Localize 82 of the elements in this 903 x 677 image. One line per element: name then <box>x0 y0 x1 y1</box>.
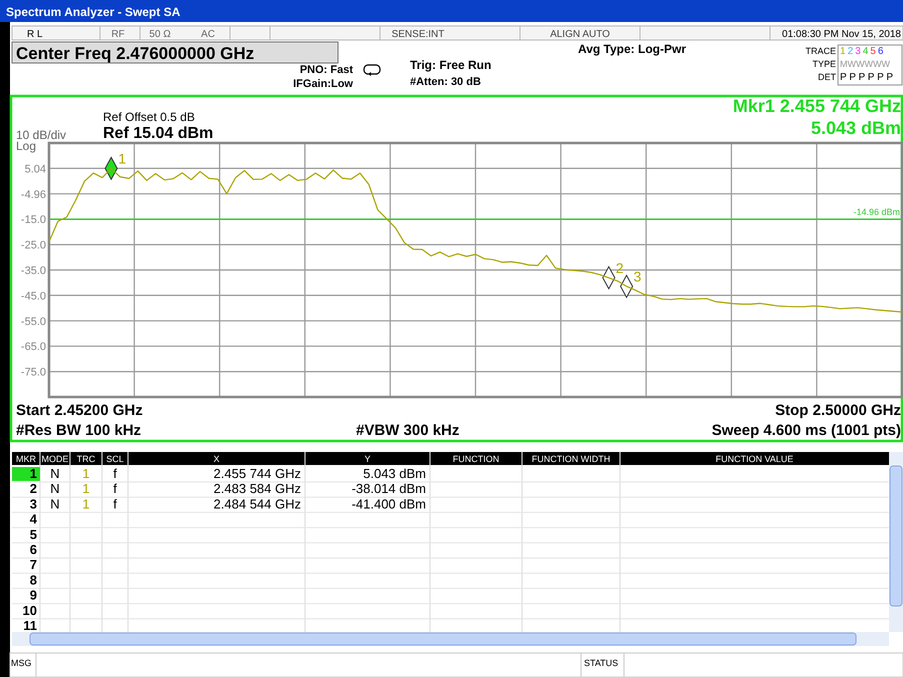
text: 2.455 744 GHz <box>214 466 301 481</box>
text: MODE <box>42 454 68 464</box>
text: MKR <box>16 454 36 464</box>
text: 1 <box>82 466 90 481</box>
text: FUNCTION VALUE <box>716 454 794 464</box>
text: PNO: Fast <box>300 64 354 76</box>
y-tick-label: -15.0 <box>20 214 46 226</box>
text: MWWWWW <box>840 59 890 69</box>
text: FUNCTION WIDTH <box>532 454 610 464</box>
y-tick-label: -65.0 <box>20 341 46 354</box>
text: 3 <box>30 496 37 512</box>
text: 5.043 dBm <box>363 466 426 481</box>
text: 2.484 544 GHz <box>214 496 301 512</box>
text: SENSE:INT <box>392 29 444 40</box>
text: ALIGN AUTO <box>550 29 610 40</box>
chart-title: Spectrum Analyzer - Swept SA <box>6 5 181 19</box>
text: Y <box>364 454 371 464</box>
y-tick-label: -75.0 <box>20 366 46 379</box>
text: -38.014 dBm <box>352 481 426 496</box>
text: f <box>113 496 118 512</box>
text: 5 <box>30 526 37 542</box>
text: 2.483 584 GHz <box>214 481 301 496</box>
text: Stop 2.50000 GHz <box>775 402 901 419</box>
text: DET <box>818 72 836 82</box>
y-tick-label: -25.0 <box>20 240 46 252</box>
text: R L <box>27 29 43 40</box>
text: -41.400 dBm <box>352 496 426 512</box>
text: 9 <box>30 588 37 603</box>
text: #Res BW 100 kHz <box>16 422 142 439</box>
text: FUNCTION <box>452 454 500 464</box>
text: 1 <box>82 481 90 496</box>
text: 2 <box>30 481 37 496</box>
text: 11 <box>23 618 37 633</box>
text: 1 2 3 4 5 6 <box>840 46 884 57</box>
text: 1 <box>82 496 90 512</box>
ref-line-label: -14.96 dBm <box>853 207 900 218</box>
text: f <box>113 481 118 496</box>
text: STATUS <box>584 658 618 668</box>
text: P P P P P P <box>840 72 894 83</box>
text: TYPE <box>812 59 836 69</box>
text: SCL <box>106 454 124 464</box>
text: N <box>50 496 60 512</box>
text: 10 dB/div <box>16 128 66 142</box>
text: 6 <box>30 542 37 557</box>
text: TRACE <box>805 46 836 56</box>
text: Start 2.45200 GHz <box>16 402 143 419</box>
text: MSG <box>11 658 32 668</box>
text: Mkr1 2.455 744 GHz <box>732 96 901 116</box>
text: f <box>113 466 118 481</box>
text: N <box>50 481 60 496</box>
text: Avg Type: Log-Pwr <box>578 42 686 56</box>
text: IFGain:Low <box>293 78 354 90</box>
text: Ref 15.04 dBm <box>103 125 214 142</box>
text: 5.043 dBm <box>810 118 901 138</box>
text: Center Freq 2.476000000 GHz <box>16 44 254 63</box>
annotation: 1 <box>118 150 126 166</box>
text: 01:08:30 PM Nov 15, 2018 <box>782 29 902 40</box>
text: AC <box>201 29 215 40</box>
text: X <box>213 454 220 464</box>
y-tick-label: -4.96 <box>20 188 46 201</box>
text: Trig: Free Run <box>410 58 492 72</box>
text: 7 <box>30 557 37 572</box>
y-tick-label: 5.04 <box>24 163 46 176</box>
text: Sweep 4.600 ms (1001 pts) <box>712 422 902 439</box>
annotation: 3 <box>634 268 642 284</box>
text: 4 <box>30 512 38 527</box>
text: N <box>50 466 60 481</box>
text: RF <box>111 29 125 40</box>
y-tick-label: -45.0 <box>20 290 46 302</box>
text: 8 <box>30 572 37 588</box>
text: 1 <box>30 466 37 481</box>
y-tick-label: -35.0 <box>20 265 46 277</box>
text: 10 <box>22 602 37 618</box>
line-series <box>48 168 903 313</box>
text: 50 Ω <box>149 29 172 40</box>
text: #VBW 300 kHz <box>356 422 460 439</box>
text: #Atten: 30 dB <box>410 76 481 88</box>
text: Log <box>16 139 36 153</box>
text: TRC <box>76 454 96 464</box>
y-tick-label: -55.0 <box>20 316 46 328</box>
text: Ref Offset 0.5 dB <box>103 110 195 124</box>
annotation: 2 <box>616 260 624 276</box>
